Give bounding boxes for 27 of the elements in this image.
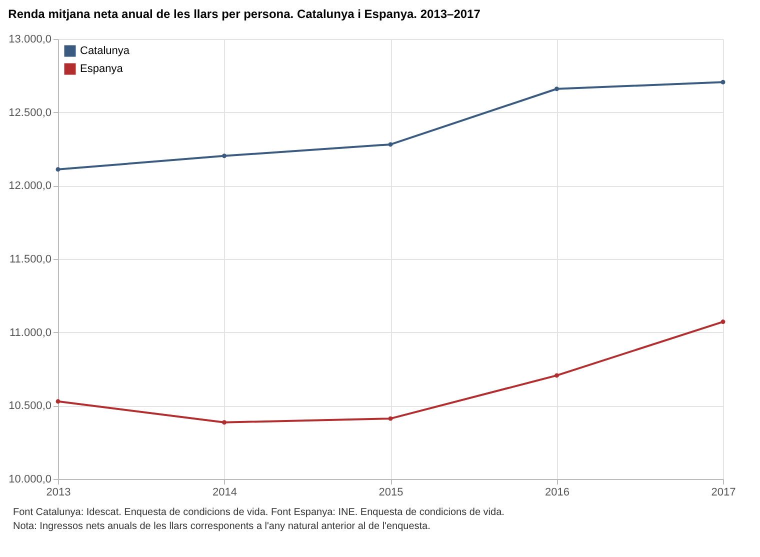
legend-label: Espanya [80, 63, 124, 75]
y-tick-label: 12.500,0 [8, 106, 52, 119]
point [56, 167, 60, 172]
text: Font Catalunya: Idescat. Enquesta de condicions de vida. Font Espanya: INE. Enquesta de condicions de vida. [13, 507, 504, 518]
x-tick-label: 2016 [545, 486, 570, 498]
point [56, 399, 60, 404]
y-tick-label: 10.000,0 [8, 474, 52, 486]
y-tick-label: 11.000,0 [9, 326, 52, 339]
x-tick-label: 2015 [378, 486, 404, 498]
text: Nota: Ingressos nets anuals de les llars corresponents a l'any natural anterior al de l'enquesta. [13, 521, 430, 532]
y-tick-label: 12.000,0 [8, 180, 52, 192]
y-tick-label: 11.500,0 [9, 254, 52, 266]
y-tick-label: 13.000,0 [8, 34, 52, 46]
chart-title: Renda mitjana neta anual de les llars per persona. Catalunya i Espanya. 2013–2017 [8, 7, 481, 21]
point [554, 373, 559, 378]
x-tick-label: 2014 [212, 486, 237, 498]
point [388, 142, 393, 147]
point [720, 80, 726, 84]
point [720, 320, 726, 324]
legend-label: Catalunya [80, 45, 130, 57]
point [554, 86, 559, 92]
y-tick-label: 10.500,0 [8, 400, 52, 412]
point [222, 420, 226, 425]
x-tick-label: 2017 [711, 486, 736, 498]
point [222, 154, 226, 158]
point [388, 416, 393, 421]
x-tick-label: 2013 [46, 486, 71, 498]
